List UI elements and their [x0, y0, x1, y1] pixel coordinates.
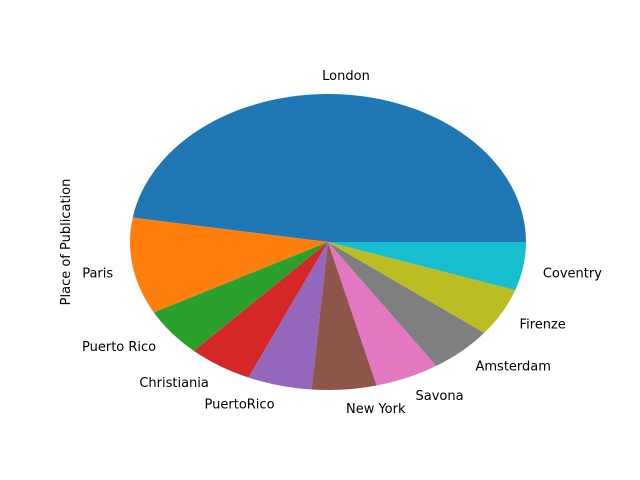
pie-slice-savona — [328, 242, 437, 386]
pie-slice-london — [132, 94, 527, 243]
pie-slice-coventry — [328, 242, 526, 291]
pie-label-christiania: Christiania — [139, 376, 209, 391]
pie-label-puerto-rico: Puerto Rico — [82, 340, 156, 355]
pie-slice-new-york — [311, 242, 377, 390]
pie-label-amsterdam: Amsterdam — [476, 360, 551, 375]
pie-label-savona: Savona — [415, 389, 463, 404]
pie-slice-amsterdam — [328, 242, 485, 366]
pie-slice-puertorico — [248, 242, 328, 390]
pie-label-new-york: New York — [346, 402, 406, 417]
pie-label-firenze: Firenze — [520, 317, 566, 332]
pie-slice-christiania — [193, 242, 328, 378]
pie-slice-paris — [129, 217, 328, 313]
pie-slice-firenze — [328, 242, 516, 333]
pie-slice-puerto-rico — [153, 242, 328, 351]
pie-label-coventry: Coventry — [543, 267, 602, 282]
pie-labels: London Paris Puerto Rico Christiania PuertoR… — [82, 69, 602, 417]
y-axis-label: Place of Publication — [59, 179, 74, 306]
pie-label-paris: Paris — [82, 267, 113, 282]
pie-slices — [129, 94, 527, 390]
pie-label-puertorico: PuertoRico — [205, 398, 275, 413]
pie-label-london: London — [322, 69, 370, 84]
